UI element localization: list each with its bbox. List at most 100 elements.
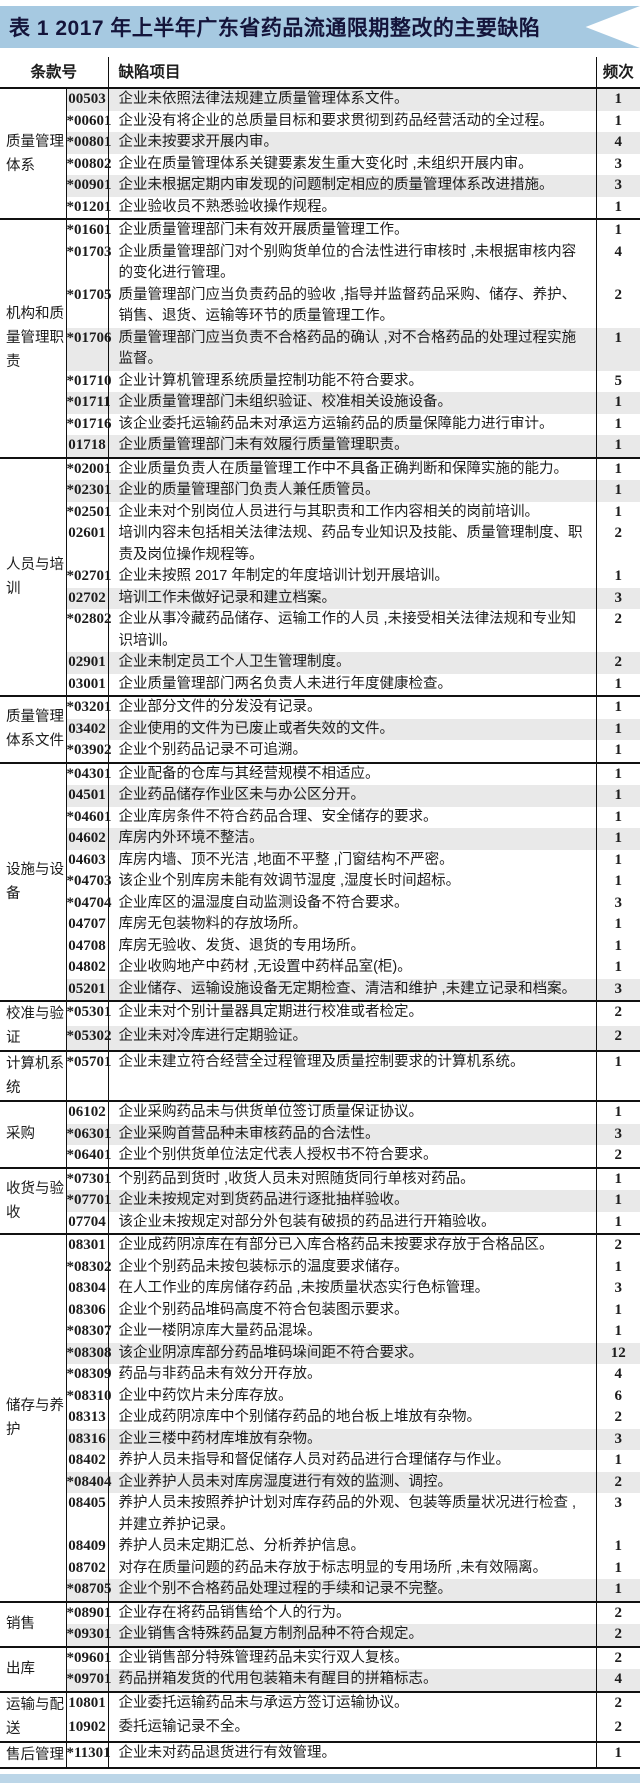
table-row: *08705 企业个别不合格药品处理过程的手续和记录不完整。 1	[0, 1579, 640, 1602]
defect-item-cell: 企业验收员不熟悉验收操作规程。	[108, 196, 597, 219]
frequency-cell: 3	[596, 1123, 640, 1145]
frequency-cell: 1	[614, 568, 623, 584]
frequency-cell: 1	[614, 742, 623, 758]
clause-code-cell: *08901	[66, 1601, 112, 1624]
clause-code-cell: 08409	[66, 1536, 109, 1558]
defect-item-cell: 企业部分文件的分发没有记录。	[108, 696, 597, 719]
table-row: 采购 06102 企业采购药品未与供货单位签订质量保证协议。 1	[0, 1101, 640, 1168]
clause-code-cell: *02802	[66, 609, 112, 652]
table-row: 出库 *09601 企业销售部分特殊管理药品未实行双人复核。 2	[0, 1646, 640, 1692]
defect-item-cell: 企业未按要求开展内审。	[108, 132, 597, 154]
frequency-cell: 1	[614, 699, 623, 715]
table-row: 销售 *08901 企业存在将药品销售给个人的行为。 2	[0, 1601, 640, 1647]
category-cell: 储存与养护	[0, 1234, 67, 1602]
table-row: 08409 养护人员未定期汇总、分析养护信息。 1	[0, 1536, 640, 1558]
table-row: *00901 企业未根据定期内审发现的问题制定相应的质量管理体系改进措施。 3	[0, 175, 640, 197]
table-row: 02601 培训内容未包括相关法律法规、药品专业知识及技能、质量管理制度、职责及岗…	[0, 523, 640, 566]
clause-code-cell: *01716	[66, 413, 112, 435]
frequency-cell: 3	[596, 587, 640, 609]
defect-item-cell: 养护人员未定期汇总、分析养护信息。	[108, 1536, 597, 1558]
frequency-cell: 5	[614, 372, 623, 389]
clause-code-cell: 05201	[66, 978, 109, 1001]
defect-item-cell: 企业未依照法律法规建立质量管理体系文件。	[108, 88, 597, 111]
clause-code-cell: 08306	[66, 1299, 109, 1321]
header-defect-item: 缺陷项目	[107, 57, 597, 89]
frequency-cell: 1	[614, 1538, 623, 1554]
clause-code-cell: *01601	[66, 219, 112, 242]
defect-item-cell: 库房无验收、发货、退货的专用场所。	[108, 935, 597, 957]
frequency-cell: 1	[596, 785, 640, 807]
table-row: 08405 养护人员未按照养护计划对库存药品的外观、包装等质量状况进行检查 ,并建…	[0, 1493, 640, 1536]
clause-code-cell: 02702	[66, 587, 109, 609]
frequency-cell: 1	[596, 1579, 640, 1602]
frequency-cell: 4	[614, 1366, 623, 1382]
frequency-cell: 12	[596, 1342, 640, 1364]
defect-item-cell: 企业在质量管理体系关键要素发生重大变化时 ,未组织开展内审。	[108, 153, 597, 175]
defect-item-cell: 企业采购药品未与供货单位签订质量保证协议。	[108, 1101, 597, 1124]
clause-code-cell: *04703	[66, 871, 112, 893]
table-row: *00601 企业没有将企业的总质量目标和要求贯彻到药品经营活动的全过程。 1	[0, 110, 640, 132]
frequency-cell: 1	[614, 1258, 623, 1275]
table-row: *09701 药品拼箱发货的代用包装箱未有醒目的拼箱标志。 4	[0, 1669, 640, 1692]
table-row: *00802 企业在质量管理体系关键要素发生重大变化时 ,未组织开展内审。 3	[0, 153, 640, 175]
clause-code-cell: *04301	[66, 762, 112, 785]
table-row: 08306 企业个别药品堆码高度不符合包装图示要求。 1	[0, 1299, 640, 1321]
table-row: *08310 企业中药饮片未分库存放。 6	[0, 1385, 640, 1407]
defect-item-cell: 企业销售含特殊药品复方制剂品种不符合规定。	[108, 1624, 597, 1647]
frequency-cell: 2	[614, 525, 623, 541]
table-row: 08313 企业成药阴凉库中个别储存药品的地台板上堆放有杂物。 2	[0, 1407, 640, 1429]
defect-item-cell: 企业采购首营品种未审核药品的合法性。	[108, 1123, 597, 1145]
category-cell: 售后管理	[0, 1741, 67, 1768]
table-row: *02501 企业未对个别岗位人员进行与其职责和工作内容相关的岗前培训。 1	[0, 501, 640, 523]
defect-item-cell: 企业的质量管理部门负责人兼任质管员。	[108, 480, 597, 502]
clause-code-cell: 04602	[66, 828, 109, 850]
table-row: 04802 企业收购地产中药材 ,无设置中药样品室(柜)。 1	[0, 957, 640, 979]
clause-code-cell: 03001	[66, 673, 109, 696]
frequency-cell: 1	[596, 828, 640, 850]
frequency-cell: 2	[614, 1237, 623, 1253]
table-row: *04601 企业库房条件不符合药品合理、安全储存的要求。 1	[0, 806, 640, 828]
frequency-cell: 2	[614, 1004, 623, 1020]
frequency-cell: 1	[614, 503, 623, 520]
clause-code-cell: *02501	[66, 501, 112, 523]
frequency-cell: 6	[614, 1387, 623, 1404]
frequency-cell: 1	[596, 327, 640, 371]
defect-item-cell: 企业个别不合格药品处理过程的手续和记录不完整。	[108, 1579, 597, 1602]
clause-code-cell: *01710	[66, 370, 112, 392]
clause-code-cell: 10902	[66, 1716, 109, 1742]
clause-code-cell: 06102	[66, 1101, 109, 1124]
defect-item-cell: 质量管理部门应当负责不合格药品的确认 ,对不合格药品的处理过程实施监督。	[108, 327, 597, 371]
table-row: *01706 质量管理部门应当负责不合格药品的确认 ,对不合格药品的处理过程实施监…	[0, 327, 640, 371]
frequency-cell: 1	[614, 959, 623, 975]
frequency-cell: 1	[614, 851, 623, 868]
clause-code-cell: *06301	[66, 1123, 112, 1145]
defect-item-cell: 企业养护人员未对库房湿度进行有效的监测、调控。	[108, 1471, 597, 1493]
frequency-cell: 1	[614, 873, 623, 889]
table-row: *02301 企业的质量管理部门负责人兼任质管员。 1	[0, 480, 640, 502]
defect-item-cell: 委托运输记录不全。	[108, 1716, 597, 1742]
clause-code-cell: *03201	[66, 696, 112, 719]
defect-item-cell: 该企业委托运输药品未对承运方运输药品的质量保障能力进行审计。	[108, 413, 597, 435]
clause-code-cell: *02701	[66, 566, 112, 588]
clause-code-cell: 04603	[66, 849, 109, 871]
defect-item-cell: 企业一楼阴凉库大量药品混垛。	[108, 1321, 597, 1343]
defect-item-cell: 企业未制定员工个人卫生管理制度。	[108, 652, 597, 674]
frequency-cell: 1	[596, 88, 640, 111]
clause-code-cell: *06401	[66, 1145, 112, 1168]
category-cell: 质量管理体系	[0, 88, 67, 219]
table-row: 储存与养护 08301 企业成药阴凉库在有部分已入库合格药品未按要求存放于合格品区。…	[0, 1234, 640, 1602]
frequency-cell: 1	[614, 1559, 623, 1576]
table-row: 10902 委托运输记录不全。 2	[0, 1716, 640, 1742]
clause-code-cell: 08702	[66, 1557, 109, 1579]
clause-code-cell: 02901	[66, 652, 109, 674]
clause-code-cell: *08307	[66, 1321, 112, 1343]
table-row: 07704 该企业未按规定对部分外包装有破损的药品进行开箱验收。 1	[0, 1211, 640, 1234]
table-row: *02701 企业未按照 2017 年制定的年度培训计划开展培训。 1	[0, 566, 640, 588]
clause-code-cell: 01718	[66, 435, 109, 458]
defect-item-cell: 库房内外环境不整洁。	[108, 828, 597, 850]
table-row: *03902 企业个别药品记录不可追溯。 1	[0, 740, 640, 763]
frequency-cell: 2	[614, 286, 623, 303]
category-group: 售后管理 *11301 企业未对药品退货进行有效管理。 1	[0, 1741, 640, 1768]
table-row: 人员与培训 *02001 企业质量负责人在质量管理工作中不具备正确判断和保障实施的能…	[0, 457, 640, 696]
category-group: 人员与培训 *02001 企业质量负责人在质量管理工作中不具备正确判断和保障实施的能…	[0, 457, 640, 696]
